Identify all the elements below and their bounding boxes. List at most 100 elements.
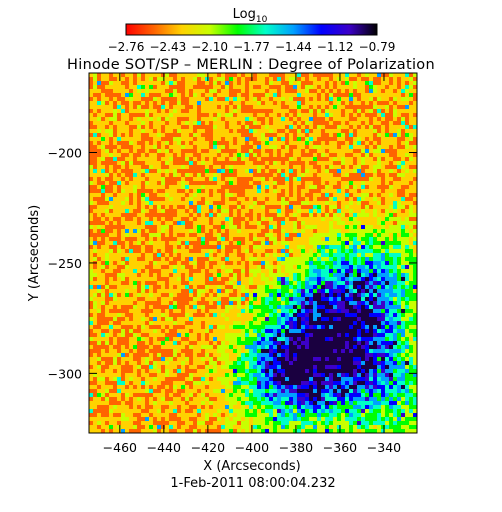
heatmap-cell (169, 169, 173, 173)
heatmap-cell (393, 157, 397, 161)
heatmap-cell (249, 93, 253, 97)
heatmap-cell (249, 81, 253, 85)
heatmap-cell (373, 189, 377, 193)
heatmap-cell (313, 153, 317, 157)
heatmap-cell (357, 157, 361, 161)
heatmap-cell (97, 125, 101, 129)
heatmap-cell (93, 97, 97, 101)
heatmap-cell (233, 77, 237, 81)
heatmap-cell (301, 257, 305, 261)
heatmap-cell (389, 233, 393, 237)
heatmap-cell (389, 101, 393, 105)
heatmap-cell (133, 297, 137, 301)
heatmap-cell (293, 221, 297, 225)
heatmap-cell (205, 261, 209, 265)
heatmap-cell (101, 117, 105, 121)
heatmap-cell (117, 197, 121, 201)
heatmap-cell (213, 149, 217, 153)
heatmap-cell (269, 241, 273, 245)
heatmap-cell (169, 269, 173, 273)
heatmap-cell (261, 225, 265, 229)
heatmap-cell (197, 77, 201, 81)
heatmap-cell (221, 169, 225, 173)
heatmap-cell (377, 221, 381, 225)
heatmap-cell (141, 237, 145, 241)
heatmap-cell (189, 265, 193, 269)
heatmap-cell (105, 233, 109, 237)
heatmap-cell (353, 85, 357, 89)
heatmap-cell (209, 109, 213, 113)
heatmap-cell (405, 277, 409, 281)
heatmap-cell (109, 153, 113, 157)
heatmap-cell (257, 313, 261, 317)
heatmap-cell (297, 205, 301, 209)
heatmap-cell (277, 85, 281, 89)
heatmap-cell (141, 165, 145, 169)
heatmap-cell (337, 277, 341, 281)
heatmap-cell (297, 81, 301, 85)
heatmap-cell (97, 273, 101, 277)
heatmap-cell (201, 185, 205, 189)
heatmap-cell (337, 161, 341, 165)
heatmap-cell (125, 153, 129, 157)
heatmap-cell (137, 129, 141, 133)
heatmap-cell (405, 85, 409, 89)
heatmap-cell (173, 165, 177, 169)
heatmap-cell (285, 73, 289, 77)
chart-title: Hinode SOT/SP – MERLIN : Degree of Polar… (67, 57, 435, 73)
heatmap-cell (305, 309, 309, 313)
heatmap-cell (237, 281, 241, 285)
heatmap-cell (221, 233, 225, 237)
heatmap-cell (205, 109, 209, 113)
heatmap-cell (129, 213, 133, 217)
heatmap-cell (265, 225, 269, 229)
heatmap-cell (197, 217, 201, 221)
heatmap-cell (409, 185, 413, 189)
heatmap-cell (265, 73, 269, 77)
heatmap-cell (357, 89, 361, 93)
heatmap-cell (157, 261, 161, 265)
heatmap-cell (125, 125, 129, 129)
heatmap-cell (205, 145, 209, 149)
heatmap-cell (213, 297, 217, 301)
heatmap-cell (341, 265, 345, 269)
heatmap-cell (393, 309, 397, 313)
heatmap-cell (137, 81, 141, 85)
heatmap-cell (161, 169, 165, 173)
heatmap-cell (281, 161, 285, 165)
heatmap-cell (133, 197, 137, 201)
heatmap-cell (125, 129, 129, 133)
heatmap-cell (245, 201, 249, 205)
heatmap-cell (249, 213, 253, 217)
heatmap-cell (217, 257, 221, 261)
heatmap-cell (277, 241, 281, 245)
heatmap-cell (305, 245, 309, 249)
heatmap-cell (217, 137, 221, 141)
heatmap-cell (129, 73, 133, 77)
heatmap-cell (217, 73, 221, 77)
heatmap-cell (197, 205, 201, 209)
heatmap-cell (253, 125, 257, 129)
heatmap-cell (169, 157, 173, 161)
heatmap-cell (177, 205, 181, 209)
heatmap-cell (133, 97, 137, 101)
heatmap-cell (173, 161, 177, 165)
heatmap-cell (89, 313, 93, 317)
heatmap-cell (129, 141, 133, 145)
heatmap-cell (289, 117, 293, 121)
heatmap-cell (137, 273, 141, 277)
heatmap-cell (349, 97, 353, 101)
heatmap-cell (365, 297, 369, 301)
heatmap-cell (181, 197, 185, 201)
heatmap-cell (345, 261, 349, 265)
heatmap-cell (333, 157, 337, 161)
heatmap-cell (357, 301, 361, 305)
heatmap-cell (153, 113, 157, 117)
heatmap-cell (249, 297, 253, 301)
heatmap-cell (165, 161, 169, 165)
heatmap-cell (177, 225, 181, 229)
heatmap-cell (321, 249, 325, 253)
heatmap-cell (289, 113, 293, 117)
heatmap-cell (193, 205, 197, 209)
heatmap-cell (397, 117, 401, 121)
